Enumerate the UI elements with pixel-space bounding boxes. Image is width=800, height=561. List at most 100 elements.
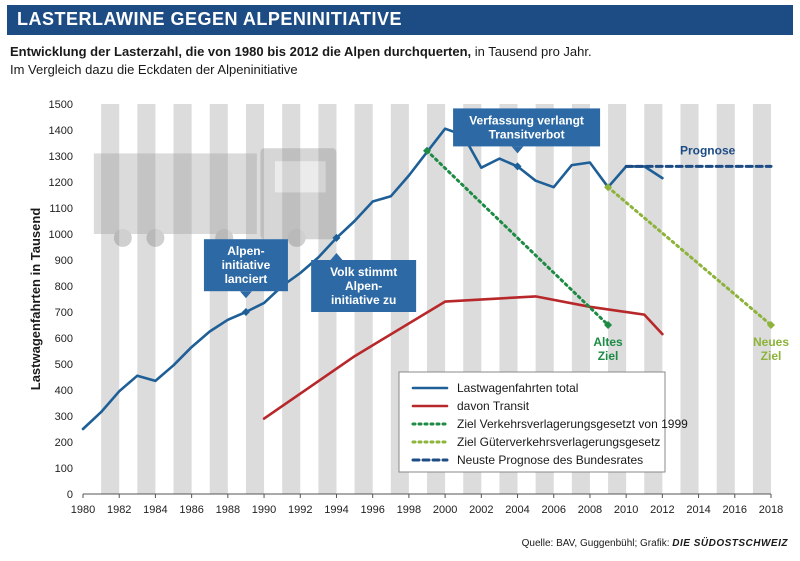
y-tick-label: 800 — [55, 281, 73, 293]
annotation-text: Transitverbot — [489, 127, 565, 141]
x-tick-label: 2014 — [686, 504, 710, 516]
annotation-text: initiative zu — [331, 293, 396, 307]
legend: Lastwagenfahrten total davon Transit Ziel … — [398, 371, 688, 473]
grid-stripe — [752, 104, 771, 494]
markers — [241, 146, 775, 329]
y-tick-labels: 0 100 200 300 400 500 600 700 800 900 1000 1100 1200… — [49, 99, 73, 501]
data-point-marker — [604, 183, 613, 192]
grid-stripe — [245, 104, 265, 494]
x-tick-label: 2018 — [759, 504, 783, 516]
y-tick-label: 700 — [55, 307, 73, 319]
legend-label: Lastwagenfahrten total — [457, 381, 578, 395]
y-tick-label: 1200 — [49, 177, 73, 189]
y-tick-label: 200 — [55, 437, 73, 449]
legend-label: Ziel Güterverkehrsverlagerungsgesetz — [457, 435, 660, 449]
x-tick-label: 2004 — [505, 504, 529, 516]
data-point-marker — [332, 233, 341, 242]
data-point-marker — [241, 308, 250, 316]
truck-wheel — [113, 228, 132, 247]
annotation-text: Alpen- — [227, 244, 264, 258]
grid-stripe — [716, 104, 735, 494]
brand-logo: DIE SÜDOSTSCHWEIZ — [672, 538, 788, 549]
series-line-transit — [262, 295, 664, 420]
x-tick-label: 1988 — [216, 504, 240, 516]
y-tick-label: 0 — [67, 489, 73, 501]
y-tick-label: 1000 — [49, 229, 73, 241]
annotation-text: initiative — [222, 258, 271, 272]
series-line-total — [81, 127, 664, 431]
annotation-box — [203, 239, 288, 292]
x-tick-label: 2006 — [541, 504, 565, 516]
x-tick-label: 1980 — [71, 504, 95, 516]
annotation-pointer — [330, 253, 343, 260]
grid-stripe — [209, 104, 228, 494]
page-title: LASTERLAWINE GEGEN ALPENINITIATIVE — [17, 9, 403, 29]
x-tick-label: 1996 — [360, 504, 384, 516]
truck-window — [274, 161, 326, 193]
header-bar: LASTERLAWINE GEGEN ALPENINITIATIVE — [7, 5, 793, 35]
chart-subtitle-line2: Im Vergleich dazu die Eckdaten der Alpen… — [10, 62, 298, 77]
label-neues-ziel: Ziel — [761, 349, 782, 363]
x-tick-label: 1998 — [397, 504, 421, 516]
label-prognose: Prognose — [680, 144, 736, 158]
series-group — [81, 127, 773, 431]
label-altes-ziel: Ziel — [598, 349, 619, 363]
y-tick-label: 1300 — [49, 151, 73, 163]
label-neues-ziel: Neues — [753, 335, 789, 349]
x-tick-label: 2008 — [578, 504, 602, 516]
y-tick-label: 1100 — [49, 203, 73, 215]
truck-cab — [260, 148, 337, 240]
annotation-text: Verfassung verlangt — [469, 113, 584, 127]
y-tick-label: 500 — [55, 359, 73, 371]
truck-wheel — [287, 228, 306, 247]
chart-subtitle: Entwicklung der Lasterzahl, die von 1980… — [10, 44, 592, 59]
annotation-text: Alpen- — [345, 279, 382, 293]
truck-icon — [93, 148, 337, 247]
x-tick-label: 2000 — [433, 504, 457, 516]
annotation-pointer — [511, 146, 524, 154]
truck-wheel — [146, 228, 165, 247]
annotation-pointer — [239, 291, 252, 299]
y-tick-label: 300 — [55, 411, 73, 423]
y-tick-label: 1500 — [49, 99, 73, 111]
series-line-altes_ziel — [425, 149, 610, 327]
data-point-marker — [513, 162, 522, 171]
y-tick-label: 400 — [55, 385, 73, 397]
legend-label: Ziel Verkehrsverlagerungsgesetzt von 199… — [457, 417, 688, 431]
legend-label: Neuste Prognose des Bundesrates — [457, 453, 643, 467]
y-tick-label: 1400 — [49, 125, 73, 137]
x-tick-label: 2010 — [614, 504, 638, 516]
x-tick-label: 1992 — [288, 504, 312, 516]
series-line-neues_ziel — [606, 185, 773, 327]
label-altes-ziel: Altes — [593, 335, 623, 349]
annotation-text: lanciert — [225, 272, 268, 286]
x-tick-label: 1982 — [107, 504, 131, 516]
y-axis-label: Lastwagenfahrten in Tausend — [28, 208, 43, 391]
x-tick-label: 2012 — [650, 504, 674, 516]
x-tick-label: 1994 — [324, 504, 348, 516]
x-tick-label: 2016 — [723, 504, 747, 516]
subtitle-bold: Entwicklung der Lasterzahl, die von 1980… — [10, 44, 472, 59]
source-text: Quelle: BAV, Guggenbühl; Grafik: — [521, 538, 673, 549]
data-point-marker — [604, 321, 613, 329]
subtitle-normal: in Tausend pro Jahr. — [471, 44, 592, 59]
x-tick-label: 1984 — [143, 504, 167, 516]
x-tick-label: 1986 — [179, 504, 203, 516]
y-tick-label: 100 — [55, 463, 73, 475]
annotation-text: Volk stimmt — [330, 265, 397, 279]
truck-trailer — [93, 153, 257, 234]
data-point-marker — [423, 146, 431, 155]
grid-stripe — [137, 104, 156, 494]
source-credit: Quelle: BAV, Guggenbühl; Grafik: DIE SÜD… — [522, 538, 788, 549]
x-tick-label: 1990 — [252, 504, 276, 516]
x-tick-labels: 1980 1982 1984 1986 1988 1990 1992 1994 1996 1998… — [71, 494, 783, 516]
data-point-marker — [767, 321, 775, 329]
annotation-box — [311, 260, 417, 312]
